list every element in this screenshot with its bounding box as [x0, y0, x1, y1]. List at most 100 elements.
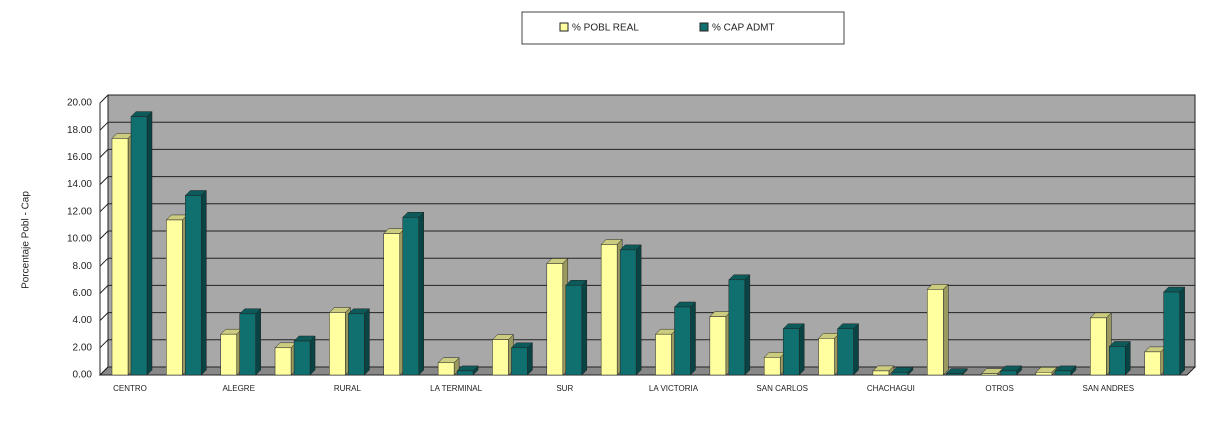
bar-face — [1035, 372, 1053, 376]
bar-face — [728, 279, 746, 376]
y-tick-label: 12.00 — [67, 206, 92, 217]
bar — [328, 306, 352, 376]
bar-face — [329, 312, 346, 376]
bar-face — [456, 370, 474, 376]
bar-face — [763, 357, 781, 376]
bar — [402, 211, 425, 376]
bar — [1108, 340, 1131, 376]
x-tick-label: CENTRO — [113, 384, 147, 393]
bar-face — [891, 372, 909, 376]
bar-face — [1163, 291, 1180, 376]
bar — [274, 342, 297, 376]
x-tick-label: LA TERMINAL — [430, 384, 482, 393]
x-tick-label: ALEGRE — [222, 384, 254, 393]
bar-face — [600, 244, 618, 376]
bar-face — [943, 283, 949, 376]
bar-face — [511, 347, 528, 376]
bar — [130, 110, 153, 376]
y-tick-label: 6.00 — [73, 288, 93, 299]
bar — [817, 332, 841, 376]
bar — [220, 328, 243, 376]
bar-face — [674, 306, 691, 376]
bar-face — [946, 373, 963, 376]
bar-face — [635, 244, 642, 376]
y-axis-title: Porcentaje Pobl - Cap — [21, 191, 32, 289]
bar-face — [274, 347, 292, 376]
bar-face — [1000, 370, 1017, 376]
y-tick-label: 8.00 — [73, 261, 93, 272]
bar — [293, 335, 316, 376]
bar — [836, 323, 860, 376]
grid-line — [99, 230, 1195, 240]
bar — [165, 214, 188, 376]
bar-face — [309, 335, 316, 376]
bar — [565, 279, 588, 376]
legend-label: % CAP ADMT — [712, 23, 775, 34]
bar — [1089, 312, 1112, 376]
bar — [945, 368, 968, 376]
legend-swatch — [559, 22, 569, 32]
bar — [619, 244, 642, 376]
bar — [383, 227, 406, 376]
bar — [673, 301, 697, 376]
bar-face — [293, 340, 311, 376]
x-tick-label: CHACHAGUI — [867, 384, 915, 393]
bar-face — [1144, 351, 1161, 376]
bar — [709, 310, 732, 376]
bar — [347, 308, 371, 376]
grid-line — [99, 148, 1195, 158]
bar-face — [1090, 317, 1107, 376]
bar — [600, 238, 623, 376]
bar — [510, 342, 534, 376]
bar-face — [818, 338, 835, 376]
bar-face — [185, 195, 202, 376]
grid-line — [99, 284, 1195, 294]
bar-face — [348, 313, 365, 376]
y-tick-label: 10.00 — [67, 234, 92, 245]
grid-line — [99, 94, 1195, 104]
y-tick-label: 4.00 — [73, 315, 93, 326]
bar-face — [872, 370, 890, 376]
bar-face — [782, 328, 800, 376]
y-tick-label: 18.00 — [67, 125, 92, 136]
bar-face — [1125, 340, 1131, 376]
bar-face — [1109, 346, 1126, 376]
bar — [1054, 365, 1077, 376]
x-tick-label: SAN ANDRES — [1083, 384, 1135, 393]
bar — [1144, 346, 1167, 376]
bar-face — [111, 138, 129, 376]
bar — [891, 366, 914, 376]
bar-face — [364, 308, 370, 376]
bar-face — [402, 216, 419, 376]
bar — [437, 357, 460, 376]
bar — [111, 132, 134, 376]
bar — [872, 365, 895, 376]
legend-label: % POBL REAL — [572, 23, 639, 34]
bar-face — [1179, 286, 1185, 376]
y-tick-label: 20.00 — [67, 98, 92, 109]
bar — [546, 257, 569, 376]
x-tick-label: OTROS — [985, 384, 1013, 393]
bar-face — [255, 308, 261, 376]
bar-face — [981, 373, 998, 376]
bar-face — [853, 323, 859, 376]
bar — [1163, 286, 1186, 376]
y-tick-label: 0.00 — [73, 370, 93, 381]
bar-face — [437, 362, 455, 376]
grid-line — [99, 312, 1195, 321]
bar-face — [690, 301, 696, 376]
legend-box — [521, 11, 845, 45]
bar-face — [1054, 370, 1072, 376]
plot-floor — [98, 366, 1197, 376]
bar-face — [492, 339, 509, 376]
bar-face — [546, 263, 564, 376]
bar-face — [166, 219, 183, 376]
bar — [491, 334, 515, 376]
bar — [184, 189, 207, 376]
bar-face — [201, 189, 207, 376]
bar-face — [383, 233, 400, 376]
bar-face — [581, 279, 588, 376]
bar — [654, 328, 678, 376]
grid-line — [99, 203, 1195, 213]
x-tick-label: RURAL — [334, 384, 362, 393]
